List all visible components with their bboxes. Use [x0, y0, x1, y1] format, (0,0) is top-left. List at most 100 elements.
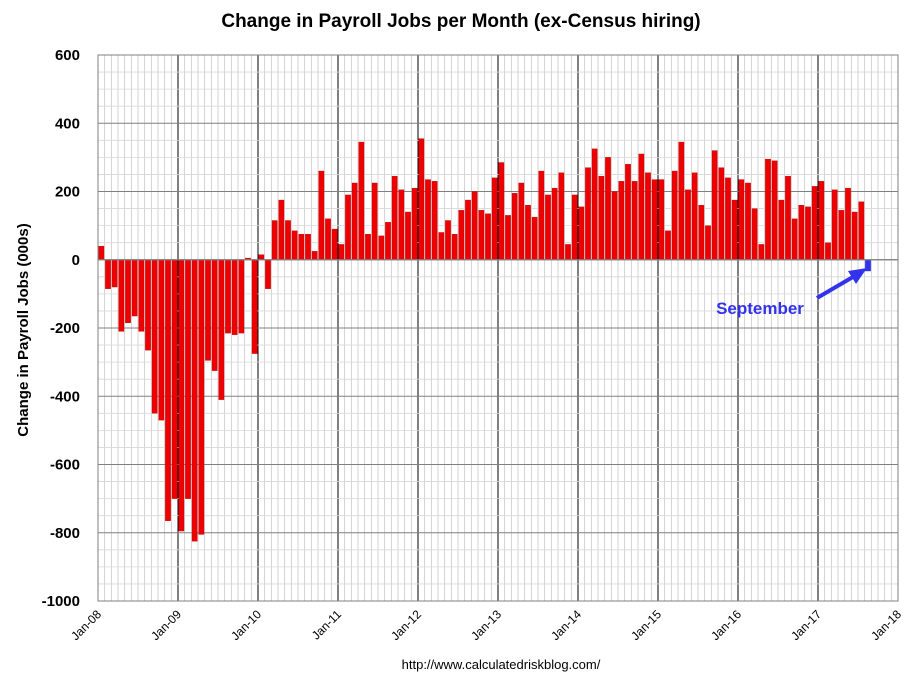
- bar: [438, 232, 445, 260]
- bar: [551, 187, 558, 260]
- bar: [665, 230, 671, 260]
- x-tick-labels: Jan-08 Jan-09 Jan-10 Jan-11 Jan-12 Jan-13 Jan-…: [68, 607, 904, 643]
- bar: [265, 259, 271, 289]
- bar: [858, 201, 865, 260]
- bar: [398, 189, 405, 260]
- chart-title: Change in Payroll Jobs per Month (ex-Cen…: [221, 11, 700, 32]
- bar: [218, 259, 225, 400]
- bar: [591, 148, 598, 260]
- bar: [531, 216, 538, 260]
- bar: [105, 259, 111, 289]
- bar: [111, 259, 118, 288]
- bar: [445, 220, 451, 260]
- bar: [758, 244, 765, 260]
- bar: [411, 187, 418, 260]
- bar: [285, 220, 291, 260]
- bar: [138, 259, 145, 332]
- bar: [578, 206, 585, 260]
- bars: [98, 138, 871, 542]
- bar: [485, 213, 491, 260]
- y-tick-label: 600: [55, 47, 80, 64]
- bar: [511, 193, 518, 260]
- y-tick-label: -400: [50, 388, 80, 405]
- source-url: http://www.calculatedriskblog.com/: [402, 657, 601, 672]
- bar: [845, 187, 851, 260]
- bar: [118, 259, 125, 332]
- bar: [518, 182, 525, 260]
- plot-frame: [97, 54, 899, 602]
- bar: [851, 211, 858, 260]
- y-axis-label: Change in Payroll Jobs (000s): [15, 223, 32, 436]
- bar: [698, 204, 705, 260]
- bar: [198, 259, 205, 535]
- x-tick-label: Jan-11: [309, 607, 344, 642]
- bar: [205, 259, 211, 361]
- bar: [231, 259, 238, 335]
- bar: [171, 259, 178, 499]
- bar: [145, 259, 151, 351]
- bar: [671, 170, 678, 260]
- bar: [745, 182, 751, 260]
- bar: [571, 194, 578, 260]
- bar: [478, 210, 485, 260]
- bar: [318, 170, 325, 260]
- bar: [538, 170, 545, 260]
- bar: [305, 234, 311, 260]
- bar: [565, 244, 571, 260]
- bar: [351, 182, 358, 260]
- y-tick-label: -800: [50, 525, 80, 542]
- x-tick-label: Jan-12: [388, 607, 424, 643]
- bar: [418, 138, 425, 260]
- bar: [211, 259, 218, 371]
- annotation-arrowhead: [848, 268, 867, 284]
- bar: [598, 175, 605, 260]
- bar: [791, 218, 798, 260]
- bar: [638, 153, 645, 260]
- bar: [165, 259, 171, 521]
- grid: [97, 54, 899, 602]
- x-tick-label: Jan-16: [708, 607, 744, 643]
- bar: [391, 175, 398, 260]
- bar: [785, 175, 791, 260]
- september-annotation: September: [716, 268, 867, 318]
- bar: [358, 141, 365, 260]
- bar: [831, 189, 838, 260]
- bar: [238, 259, 245, 334]
- bar: [98, 245, 105, 260]
- bar: [491, 177, 498, 260]
- x-tick-label: Jan-17: [788, 607, 824, 643]
- bar: [525, 204, 531, 260]
- bar: [725, 177, 731, 260]
- bar: [631, 181, 638, 260]
- bar: [465, 199, 471, 260]
- annotation-label: September: [716, 299, 804, 318]
- bar: [765, 158, 771, 260]
- bar: [625, 164, 631, 260]
- bar: [291, 230, 298, 260]
- bar: [345, 194, 351, 260]
- x-tick-label: Jan-13: [468, 607, 504, 643]
- bar: [798, 204, 805, 260]
- bar: [651, 179, 658, 260]
- bar: [338, 244, 345, 260]
- bar: [191, 259, 198, 542]
- bar: [585, 167, 591, 260]
- bar: [371, 182, 378, 260]
- bar: [225, 259, 231, 334]
- bar: [505, 215, 511, 260]
- axes: [97, 54, 899, 602]
- bar: [771, 160, 778, 260]
- bar: [151, 259, 158, 414]
- bar: [718, 167, 725, 260]
- bar: [605, 157, 611, 260]
- x-tick-label: Jan-08: [68, 607, 104, 643]
- bar: [645, 172, 651, 260]
- bar: [158, 259, 165, 421]
- bar: [385, 222, 391, 260]
- x-tick-label: Jan-15: [628, 607, 664, 643]
- bar: [738, 179, 745, 260]
- bar: [131, 259, 138, 317]
- x-tick-label: Jan-09: [148, 607, 184, 643]
- bar: [431, 181, 438, 260]
